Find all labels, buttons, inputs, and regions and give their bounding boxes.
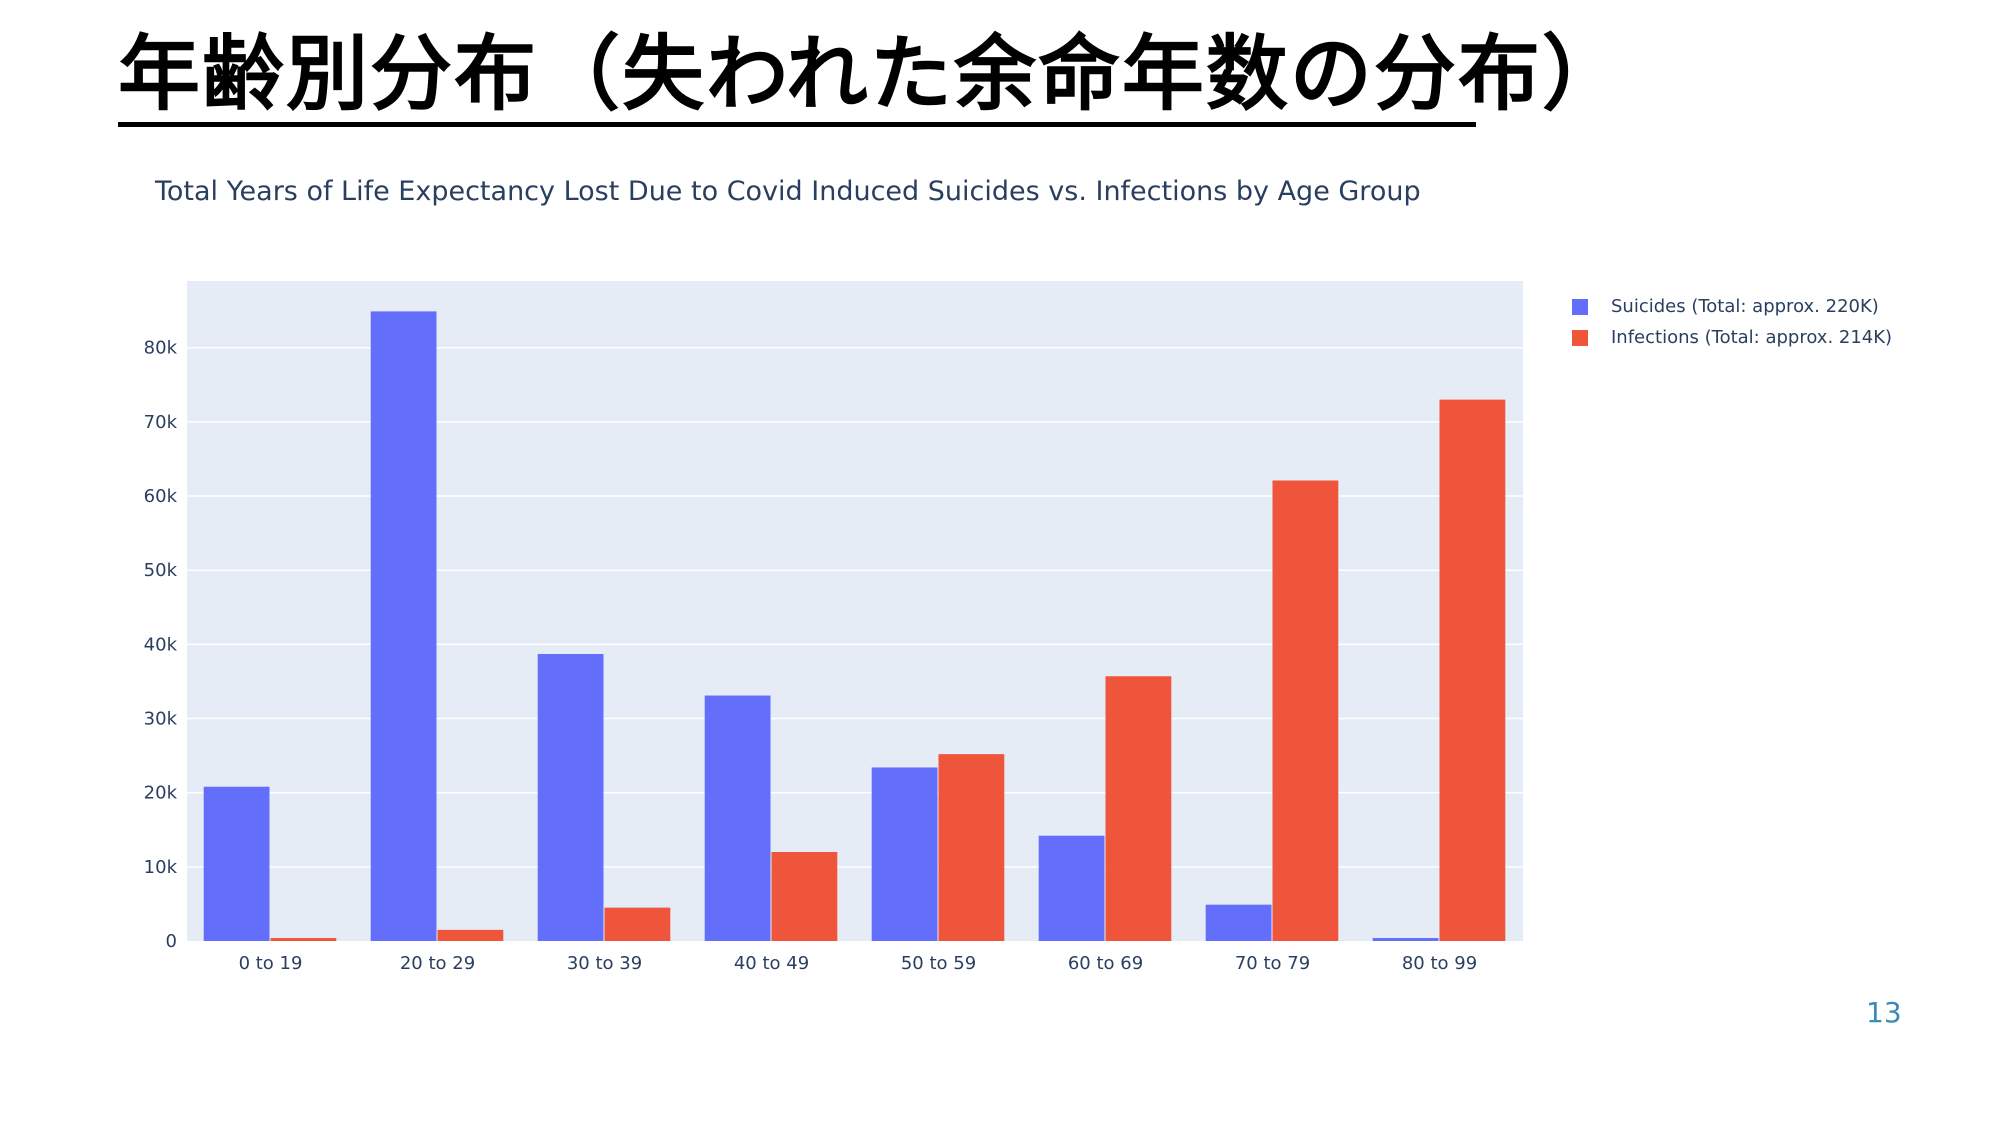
bar-infections <box>1105 676 1172 941</box>
legend-item-infections[interactable]: Infections (Total: approx. 214K) <box>1572 322 1892 353</box>
bar-infections <box>604 907 671 941</box>
y-tick-label: 10k <box>144 857 178 878</box>
bar-infections <box>437 929 504 941</box>
x-tick-label: 80 to 99 <box>1402 953 1477 974</box>
bar-suicides <box>871 767 938 941</box>
y-tick-label: 80k <box>144 338 178 359</box>
legend-swatch-suicides <box>1572 298 1588 315</box>
x-tick-label: 50 to 59 <box>901 953 976 974</box>
chart-legend[interactable]: Suicides (Total: approx. 220K) Infection… <box>1572 291 1892 353</box>
x-tick-label: 40 to 49 <box>734 953 809 974</box>
bar-suicides <box>537 654 604 941</box>
bar-suicides <box>1205 904 1272 941</box>
bar-suicides <box>704 695 771 941</box>
y-tick-label: 30k <box>144 709 178 730</box>
bar-infections <box>771 852 838 941</box>
chart-title: Total Years of Life Expectancy Lost Due … <box>155 176 1421 207</box>
x-tick-label: 0 to 19 <box>239 953 303 974</box>
bar-infections <box>938 754 1005 941</box>
bar-suicides <box>370 311 437 941</box>
y-tick-label: 50k <box>144 560 178 581</box>
bar-suicides <box>1038 835 1105 941</box>
slide-title: 年齢別分布（失われた余命年数の分布） <box>118 27 1626 122</box>
legend-swatch-infections <box>1572 329 1588 346</box>
bar-suicides <box>203 786 270 941</box>
bar-infections <box>270 938 337 941</box>
y-tick-label: 60k <box>144 486 178 507</box>
x-tick-label: 30 to 39 <box>567 953 642 974</box>
x-tick-label: 20 to 29 <box>400 953 475 974</box>
x-tick-label: 60 to 69 <box>1068 953 1143 974</box>
y-tick-label: 0 <box>166 931 177 952</box>
bar-suicides <box>1372 938 1439 941</box>
legend-item-suicides[interactable]: Suicides (Total: approx. 220K) <box>1572 291 1892 322</box>
bar-infections <box>1272 480 1339 941</box>
legend-label-suicides: Suicides (Total: approx. 220K) <box>1611 296 1879 317</box>
page-number: 13 <box>1866 996 1902 1029</box>
y-tick-label: 70k <box>144 412 178 433</box>
legend-label-infections: Infections (Total: approx. 214K) <box>1611 327 1893 348</box>
x-tick-label: 70 to 79 <box>1235 953 1310 974</box>
bar-infections <box>1439 399 1506 941</box>
title-underline <box>118 122 1476 127</box>
y-tick-label: 20k <box>144 783 178 804</box>
y-tick-label: 40k <box>144 634 178 655</box>
